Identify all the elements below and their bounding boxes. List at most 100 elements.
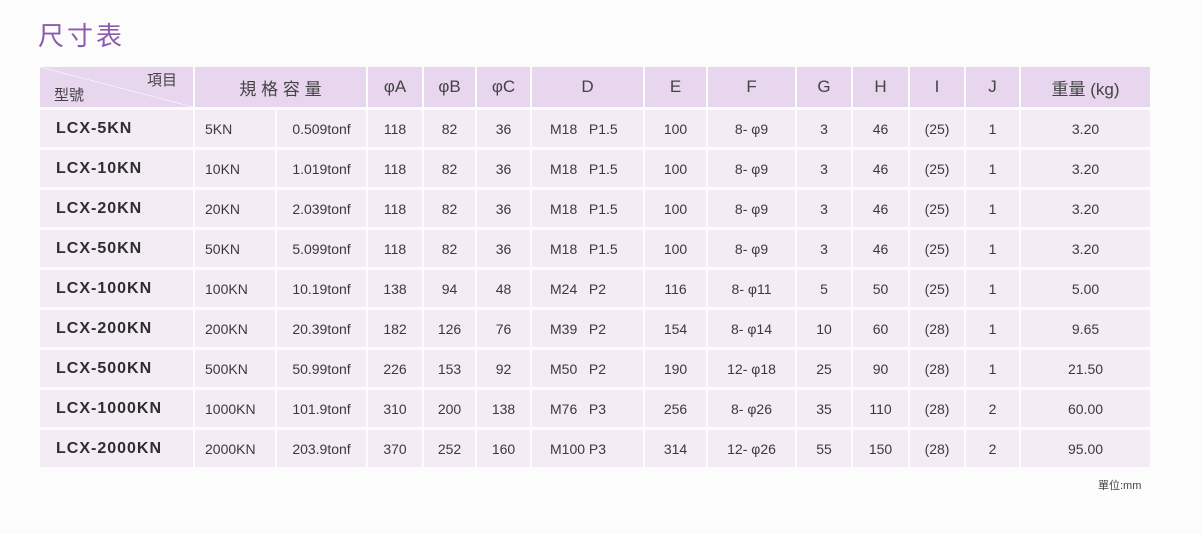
cell-weight: 3.20 [1021,190,1151,227]
cell-c: 48 [477,270,531,307]
cell-tonf: 2.039tonf [277,190,367,227]
item-label: 項目 [146,72,177,89]
cell-b: 82 [424,190,476,227]
cell-i: (28) [910,390,965,427]
col-header: F [708,67,796,107]
table-row: LCX-2000KN 2000KN 203.9tonf 370 252 160 M100 P… [40,430,1151,467]
cell-model: LCX-200KN [40,310,193,347]
cell-j: 1 [966,270,1020,307]
col-header: E [645,67,707,107]
cell-tonf: 20.39tonf [277,310,367,347]
cell-f: 8- φ9 [708,150,796,187]
cell-g: 3 [797,150,852,187]
cell-f: 8- φ14 [708,310,796,347]
cell-model: LCX-20KN [40,190,193,227]
cell-c: 138 [477,390,531,427]
capacity-header: 規 格 容 量 [195,67,367,107]
cell-h: 46 [853,190,909,227]
cell-e: 100 [645,190,707,227]
cell-e: 190 [645,350,707,387]
cell-h: 46 [853,110,909,147]
cell-c: 36 [477,230,531,267]
cell-d: M18 P1.5 [532,150,644,187]
cell-b: 82 [424,110,476,147]
cell-c: 36 [477,150,531,187]
cell-h: 60 [853,310,909,347]
table-row: LCX-20KN 20KN 2.039tonf 118 82 36 M18 P1.5 100 8… [40,190,1151,227]
cell-j: 1 [966,350,1020,387]
cell-i: (25) [910,270,965,307]
table-row: LCX-50KN 50KN 5.099tonf 118 82 36 M18 P1.5 100 8… [40,230,1151,267]
cell-b: 252 [424,430,476,467]
table-row: LCX-200KN 200KN 20.39tonf 182 126 76 M39 P2 154… [40,310,1151,347]
cell-a: 182 [368,310,423,347]
model-label: 型號 [54,87,85,104]
page-title: 尺寸表 [38,21,126,51]
cell-model: LCX-2000KN [40,430,193,467]
cell-tonf: 1.019tonf [277,150,367,187]
cell-e: 116 [645,270,707,307]
cell-f: 12- φ18 [708,350,796,387]
cell-a: 310 [368,390,423,427]
cell-weight: 3.20 [1021,150,1151,187]
cell-weight: 21.50 [1021,350,1151,387]
table-row: LCX-1000KN 1000KN 101.9tonf 310 200 138 M76 P3… [40,390,1151,427]
cell-c: 92 [477,350,531,387]
cell-b: 82 [424,150,476,187]
cell-i: (28) [910,430,965,467]
cell-tonf: 10.19tonf [277,270,367,307]
cell-weight: 60.00 [1021,390,1151,427]
cell-f: 8- φ11 [708,270,796,307]
cell-kn: 10KN [195,150,275,187]
table-row: LCX-100KN 100KN 10.19tonf 138 94 48 M24 P2 116 8… [40,270,1151,307]
cell-tonf: 5.099tonf [277,230,367,267]
cell-a: 118 [368,190,423,227]
cell-weight: 3.20 [1021,110,1151,147]
cell-kn: 1000KN [195,390,275,427]
cell-f: 8- φ26 [708,390,796,427]
col-header: φB [424,67,476,107]
cell-kn: 2000KN [195,430,275,467]
cell-kn: 200KN [195,310,275,347]
cell-d: M76 P3 [532,390,644,427]
cell-b: 94 [424,270,476,307]
cell-g: 3 [797,230,852,267]
cell-b: 153 [424,350,476,387]
cell-d: M18 P1.5 [532,230,644,267]
cell-f: 8- φ9 [708,190,796,227]
cell-h: 90 [853,350,909,387]
cell-g: 10 [797,310,852,347]
cell-c: 36 [477,190,531,227]
cell-kn: 5KN [195,110,275,147]
cell-d: M18 P1.5 [532,110,644,147]
col-header: H [853,67,909,107]
col-header: I [910,67,965,107]
cell-model: LCX-10KN [40,150,193,187]
cell-tonf: 0.509tonf [277,110,367,147]
cell-e: 100 [645,150,707,187]
cell-model: LCX-1000KN [40,390,193,427]
cell-h: 50 [853,270,909,307]
table-row: LCX-10KN 10KN 1.019tonf 118 82 36 M18 P1.5 100 8… [40,150,1151,187]
cell-a: 118 [368,230,423,267]
cell-h: 46 [853,230,909,267]
cell-c: 160 [477,430,531,467]
cell-c: 36 [477,110,531,147]
cell-model: LCX-100KN [40,270,193,307]
cell-model: LCX-50KN [40,230,193,267]
cell-g: 3 [797,110,852,147]
cell-d: M100 P3 [532,430,644,467]
cell-j: 1 [966,150,1020,187]
cell-weight: 95.00 [1021,430,1151,467]
col-header: 重量 (kg) [1021,67,1151,107]
cell-c: 76 [477,310,531,347]
col-header: D [532,67,644,107]
cell-b: 82 [424,230,476,267]
col-header: φA [368,67,423,107]
cell-j: 1 [966,110,1020,147]
dimension-table: 項目 型號 規 格 容 量 φA φB φC D E F G H I J 重量 … [38,64,1152,470]
cell-model: LCX-500KN [40,350,193,387]
cell-d: M18 P1.5 [532,190,644,227]
cell-j: 1 [966,310,1020,347]
cell-i: (25) [910,110,965,147]
